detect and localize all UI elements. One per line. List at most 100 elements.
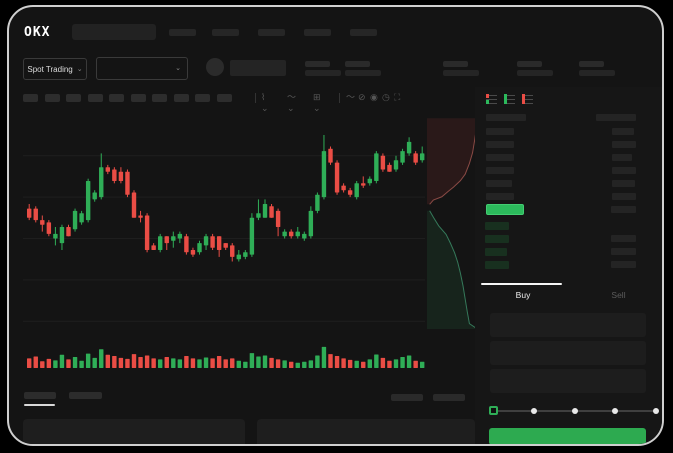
nav-item-placeholder[interactable] bbox=[350, 29, 377, 36]
toolbar-divider bbox=[255, 93, 256, 103]
stat-label-placeholder bbox=[305, 61, 330, 67]
bottom-panel bbox=[257, 419, 475, 444]
icon-stripe bbox=[504, 94, 507, 104]
ask-price-placeholder[interactable] bbox=[486, 167, 514, 174]
stat-label-placeholder bbox=[443, 61, 468, 67]
bottom-panel bbox=[23, 419, 245, 444]
eraser-icon[interactable]: ⊘ bbox=[358, 92, 366, 102]
nav-item-placeholder[interactable] bbox=[212, 29, 239, 36]
slider-stop-dot[interactable] bbox=[653, 408, 659, 414]
icon-line bbox=[522, 95, 533, 96]
ask-amount-placeholder bbox=[612, 141, 636, 148]
timeframe-button[interactable] bbox=[109, 94, 124, 102]
ask-price-placeholder[interactable] bbox=[486, 128, 514, 135]
drawing-line-icon[interactable]: 〜 bbox=[346, 92, 356, 102]
stat-value-placeholder bbox=[579, 70, 615, 76]
orderbook-view-asks-icon[interactable] bbox=[522, 94, 533, 105]
nav-item-placeholder[interactable] bbox=[169, 29, 196, 36]
chart-style-icon[interactable]: ⌇ ⌄ bbox=[261, 92, 269, 113]
total-input[interactable] bbox=[490, 369, 646, 393]
buy-submit-button[interactable] bbox=[489, 428, 646, 444]
bid-amount-placeholder bbox=[611, 261, 636, 268]
icon-line bbox=[522, 99, 533, 100]
orderbook-view-bids-icon[interactable] bbox=[504, 94, 515, 105]
okx-logo: OKX bbox=[24, 25, 51, 40]
timeframe-button[interactable] bbox=[173, 94, 189, 102]
candlestick-chart[interactable] bbox=[23, 112, 425, 342]
last-price-badge bbox=[486, 204, 524, 215]
icon-line bbox=[504, 95, 515, 96]
history-clock-icon[interactable]: ◷ bbox=[382, 92, 390, 102]
search-input[interactable] bbox=[72, 24, 156, 40]
bottom-action-placeholder[interactable] bbox=[433, 394, 465, 401]
stat-value-placeholder bbox=[517, 70, 553, 76]
slider-handle[interactable] bbox=[489, 406, 498, 415]
chevron-down-icon: ⌄ bbox=[175, 65, 181, 72]
nav-item-placeholder[interactable] bbox=[258, 29, 285, 36]
timeframe-button[interactable] bbox=[23, 94, 38, 102]
tab-sell[interactable]: Sell bbox=[611, 290, 626, 300]
bid-price-placeholder[interactable] bbox=[485, 248, 507, 256]
fullscreen-icon[interactable]: ⛶ bbox=[394, 92, 401, 102]
icon-ask-stripe bbox=[486, 94, 489, 98]
stat-label-placeholder bbox=[345, 61, 370, 67]
ask-amount-placeholder bbox=[612, 167, 636, 174]
bid-amount-placeholder bbox=[611, 248, 636, 255]
market-type-dropdown[interactable]: Spot Trading ⌄ bbox=[23, 58, 87, 80]
volume-chart bbox=[27, 346, 425, 368]
toolbar-divider bbox=[339, 93, 340, 103]
orderbook-view-combined-icon[interactable] bbox=[486, 94, 497, 105]
orderbook-col-header-price bbox=[486, 114, 526, 121]
indicator-icon[interactable]: 〜 ⌄ bbox=[287, 92, 297, 113]
stat-label-placeholder bbox=[579, 61, 604, 67]
stat-value-placeholder bbox=[305, 70, 341, 76]
timeframe-button[interactable] bbox=[44, 94, 60, 102]
pair-coin-icon bbox=[206, 58, 224, 76]
timeframe-button[interactable] bbox=[87, 94, 103, 102]
bid-price-placeholder[interactable] bbox=[485, 222, 509, 230]
ask-price-placeholder[interactable] bbox=[486, 141, 514, 148]
bottom-tab-placeholder[interactable] bbox=[24, 392, 56, 399]
bottom-tab-placeholder[interactable] bbox=[69, 392, 102, 399]
stat-value-placeholder bbox=[443, 70, 479, 76]
bid-amount-placeholder bbox=[611, 235, 636, 242]
icon-line bbox=[486, 95, 497, 96]
icon-line bbox=[486, 99, 497, 100]
timeframe-button[interactable] bbox=[66, 94, 81, 102]
pair-selector-dropdown[interactable]: ⌄ bbox=[96, 57, 188, 80]
price-input[interactable] bbox=[490, 313, 646, 337]
bottom-action-placeholder[interactable] bbox=[391, 394, 423, 401]
mid-amount-placeholder bbox=[611, 206, 636, 213]
stat-value-placeholder bbox=[345, 70, 381, 76]
stat-label-placeholder bbox=[517, 61, 542, 67]
amount-input[interactable] bbox=[490, 341, 646, 365]
icon-line bbox=[522, 103, 533, 104]
camera-icon[interactable]: ◉ bbox=[370, 92, 378, 102]
chevron-down-icon: ⌄ bbox=[76, 65, 83, 73]
ask-amount-placeholder bbox=[612, 154, 632, 161]
tab-buy[interactable]: Buy bbox=[515, 290, 531, 300]
timeframe-button[interactable] bbox=[130, 94, 146, 102]
bid-price-placeholder[interactable] bbox=[485, 261, 509, 269]
app-window: OKX Spot Trading ⌄ ⌄ ⌇ ⌄ 〜 ⌄ ⊞ ⌄ 〜 ⊘ ◉ ◷ ⛶ Buy … bbox=[7, 5, 664, 446]
ask-amount-placeholder bbox=[612, 193, 636, 200]
market-type-label: Spot Trading bbox=[27, 64, 73, 74]
icon-line bbox=[504, 99, 515, 100]
timeframe-button[interactable] bbox=[195, 94, 210, 102]
slider-stop-dot[interactable] bbox=[530, 408, 537, 414]
layout-grid-icon[interactable]: ⊞ ⌄ bbox=[313, 92, 321, 113]
pair-name-placeholder bbox=[230, 60, 286, 76]
timeframe-button[interactable] bbox=[152, 94, 167, 102]
ask-amount-placeholder bbox=[612, 128, 634, 135]
orderbook-col-header-amount bbox=[596, 114, 636, 121]
ask-price-placeholder[interactable] bbox=[486, 193, 514, 200]
timeframe-button[interactable] bbox=[216, 94, 232, 102]
nav-item-placeholder[interactable] bbox=[304, 29, 331, 36]
bottom-active-tab-indicator bbox=[24, 404, 55, 406]
ask-price-placeholder[interactable] bbox=[486, 180, 512, 187]
ask-price-placeholder[interactable] bbox=[486, 154, 514, 161]
slider-stop-dot[interactable] bbox=[612, 408, 619, 414]
icon-bid-stripe bbox=[486, 100, 489, 104]
slider-stop-dot[interactable] bbox=[571, 408, 578, 414]
bid-price-placeholder[interactable] bbox=[485, 235, 509, 243]
